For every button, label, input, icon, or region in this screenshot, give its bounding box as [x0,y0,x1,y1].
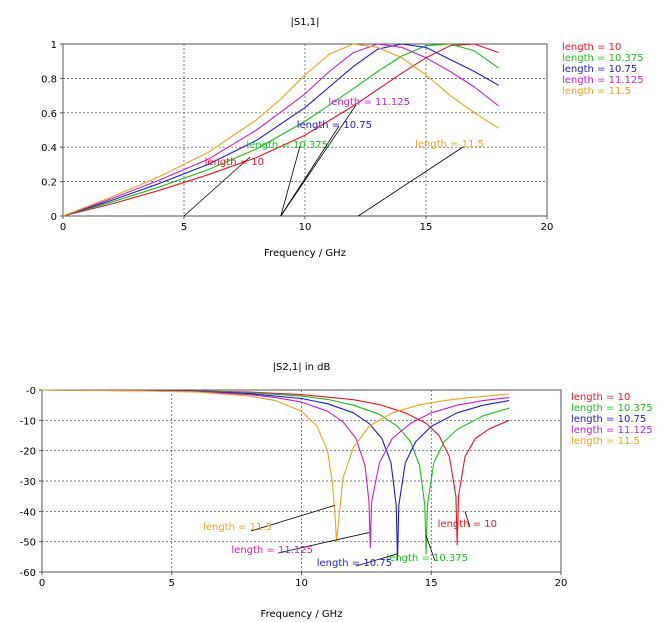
y-tick-label: -10 [20,416,36,427]
annotation-leader-4 [358,146,464,217]
x-tick-label: 5 [169,578,175,589]
y-tick-label: 0 [51,212,57,223]
series-line-4 [63,43,499,217]
x-tick-label: 15 [420,222,433,233]
annotation-label-1: length = 10.375 [386,553,468,564]
annotation-label-3: length = 11.125 [328,97,410,108]
legend-entry-4: length = 11.5 [562,86,631,97]
legend-entry-0: length = 10 [571,392,630,403]
annotation-leader-0 [464,511,471,528]
series-line-2 [63,43,499,217]
x-tick-label: 20 [541,222,554,233]
legend-entry-1: length = 10.375 [562,53,644,64]
annotation-leader-1 [280,145,301,217]
series-line-1 [63,43,499,217]
legend-entry-2: length = 10.75 [562,64,637,75]
legend-entry-1: length = 10.375 [571,403,653,414]
annotation-label-2: length = 10.75 [297,120,372,131]
x-tick-label: 15 [425,578,438,589]
annotation-label-1: length = 10.375 [246,140,328,151]
y-tick-label: -50 [20,538,36,549]
x-tick-label: 0 [39,578,45,589]
annotation-leader-0 [183,156,251,217]
annotation-label-0: length = 10 [438,519,497,530]
series-line-1 [42,389,510,555]
x-tick-label: 10 [295,578,308,589]
x-axis-label: Frequency / GHz [261,609,343,620]
legend-entry-3: length = 11.125 [562,75,644,86]
y-tick-label: 1 [51,40,57,51]
x-tick-label: 10 [299,222,312,233]
y-tick-label: -0 [26,386,36,397]
annotation-leader-4 [250,504,336,532]
x-tick-label: 5 [181,222,187,233]
series-line-2 [42,389,510,561]
annotation-leader-3 [277,532,370,554]
series-line-3 [63,43,499,217]
series-line-4 [42,389,510,543]
series-group [63,43,499,217]
legend-entry-0: length = 10 [562,42,621,53]
annotation-leader-3 [280,104,357,217]
y-tick-label: 0.4 [41,143,57,154]
s21-chart: |S2,1| in dB 0 5 10 15 20 -0 -10 -20 -30 -40 -50 -60… [20,362,653,620]
y-tick-label: 0.8 [41,74,57,85]
grid-lines [63,44,547,216]
annotation-label-4: length = 11.5 [203,522,272,533]
chart-title: |S2,1| in dB [273,362,331,373]
y-tick-label: -30 [20,477,36,488]
s11-chart: |S1,1| 0 5 10 15 20 0 0.2 0.4 0.6 0.8 1 Frequency / … [41,17,644,259]
series-line-3 [42,389,510,549]
y-tick-label: 0.2 [41,178,57,189]
chart-title: |S1,1| [291,17,320,28]
y-tick-label: 0.6 [41,109,57,120]
annotation-leader-2 [355,553,398,567]
x-tick-label: 20 [555,578,568,589]
series-group [42,389,510,561]
annotation-label-0: length = 10 [205,157,264,168]
annotation-leader-1 [425,535,436,562]
legend-entry-4: length = 11.5 [571,436,640,447]
legend-entry-3: length = 11.125 [571,425,653,436]
annotation-label-3: length = 11.125 [231,545,313,556]
x-tick-label: 0 [60,222,66,233]
y-tick-label: -60 [20,568,36,579]
x-axis-label: Frequency / GHz [264,248,346,259]
legend-entry-2: length = 10.75 [571,414,646,425]
annotation-label-4: length = 11.5 [415,139,484,150]
y-tick-label: -40 [20,507,36,518]
y-tick-label: -20 [20,447,36,458]
annotation-label-2: length = 10.75 [317,558,392,569]
